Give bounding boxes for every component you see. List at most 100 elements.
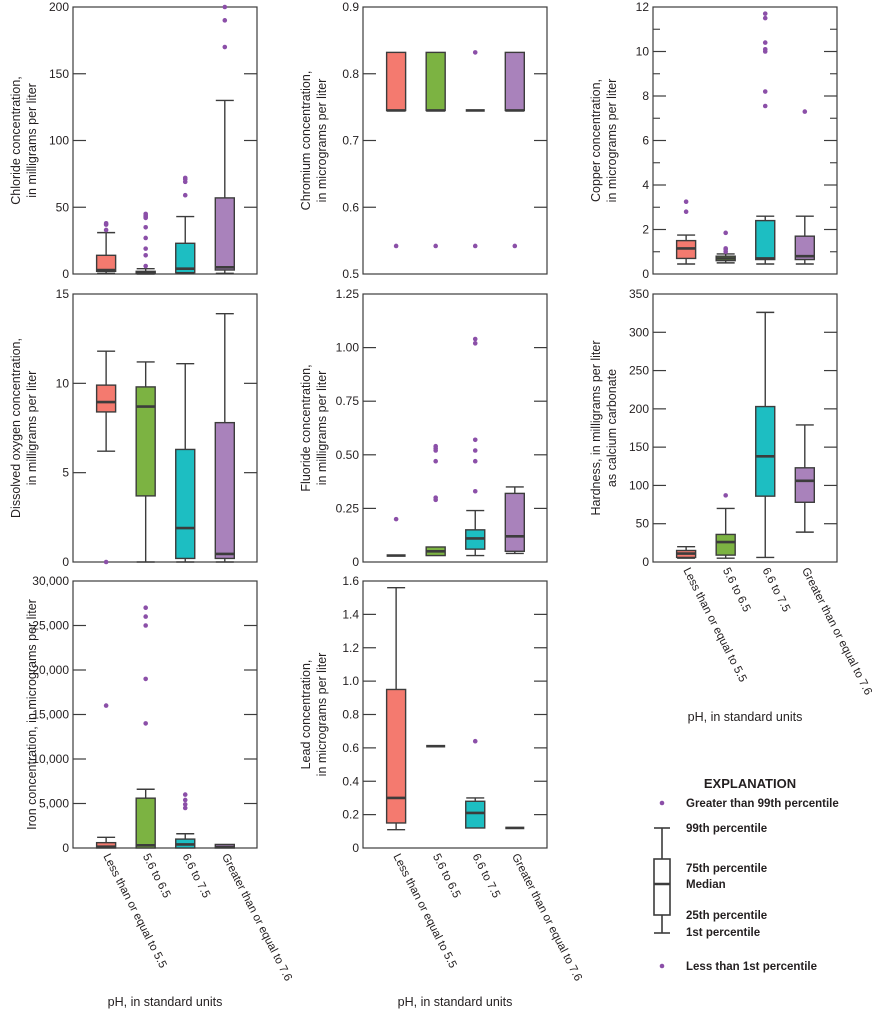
legend-p25-label: 25th percentile: [686, 910, 767, 922]
y-tick-label: 0.25: [336, 501, 360, 515]
y-axis-label: Lead concentration,: [299, 660, 313, 770]
y-tick-label: 50: [636, 517, 650, 531]
outlier-point: [182, 797, 188, 803]
y-tick-label: 0.2: [342, 808, 359, 822]
box-1: [135, 211, 156, 275]
y-tick-label: 0.8: [342, 708, 359, 722]
outlier-point: [143, 263, 148, 269]
outlier-point: [472, 341, 478, 346]
y-tick-label: 0: [62, 841, 69, 855]
y-axis-label: Chromium concentration,: [299, 71, 313, 211]
legend-less-1-marker: [659, 963, 665, 969]
y-axis-label: in micrograms per liter: [605, 79, 619, 203]
outlier-point: [472, 738, 478, 744]
panel-iron: 0 5,000 10,000 15,000 20,000 25,000 30,000 Iron…: [25, 574, 294, 1009]
outlier-point: [433, 243, 438, 249]
outlier-point: [472, 458, 478, 464]
y-tick-label: 300: [629, 325, 649, 339]
box-2: [175, 175, 196, 275]
plot-frame: [72, 580, 258, 849]
outlier-point: [683, 199, 689, 204]
iqr-box: [385, 688, 407, 824]
iqr-box: [794, 235, 815, 261]
y-tick-label: 10: [636, 45, 650, 59]
y-tick-label: 100: [629, 478, 649, 492]
box-2: [755, 11, 776, 265]
y-tick-label: 25,000: [32, 619, 69, 633]
y-tick-label: 2: [642, 223, 649, 237]
category-label: 6.6 to 7.5: [180, 852, 212, 900]
box-1: [425, 51, 446, 249]
outlier-point: [143, 623, 148, 628]
outlier-point: [472, 336, 478, 342]
y-tick-label: 150: [629, 440, 649, 454]
box-2: [175, 792, 196, 849]
category-label: Greater than or equal to 7.6: [219, 852, 294, 983]
outlier-point: [762, 40, 768, 45]
legend-median-label: Median: [686, 879, 726, 891]
box-1: [425, 443, 446, 557]
plot-frame: [72, 293, 258, 563]
box-2: [755, 311, 776, 559]
legend-box: [653, 858, 671, 916]
outlier-point: [103, 559, 109, 565]
outlier-point: [472, 50, 478, 55]
box-1: [135, 605, 156, 849]
y-tick-label: 20,000: [32, 663, 69, 677]
y-tick-label: 100: [49, 134, 69, 148]
category-label: 5.6 to 6.5: [140, 852, 172, 900]
plot-frame: [652, 293, 838, 563]
y-tick-label: 30,000: [32, 574, 69, 588]
outlier-point: [182, 192, 188, 198]
category-label: Greater than or equal to 7.6: [509, 852, 584, 983]
box-3: [214, 4, 236, 275]
y-tick-label: 1.6: [342, 574, 359, 588]
y-tick-label: 1.4: [342, 607, 359, 621]
box-3: [504, 51, 525, 249]
outlier-point: [802, 109, 808, 114]
outlier-point: [723, 493, 728, 498]
legend-title: EXPLANATION: [704, 776, 796, 791]
outlier-point: [143, 224, 148, 230]
y-tick-label: 0.7: [342, 134, 359, 148]
y-tick-label: 8: [642, 89, 649, 103]
iqr-box: [755, 219, 776, 261]
y-tick-label: 5,000: [39, 797, 69, 811]
y-tick-label: 200: [629, 402, 649, 416]
iqr-box: [175, 448, 196, 560]
box-0: [386, 516, 406, 557]
y-tick-label: 10,000: [32, 752, 69, 766]
box-2: [175, 362, 196, 563]
outlier-point: [143, 676, 148, 682]
y-axis-label: in milligrams per liter: [315, 371, 329, 486]
box-3: [214, 312, 236, 563]
iqr-box: [385, 51, 407, 112]
outlier-point: [143, 246, 148, 251]
outlier-point: [762, 15, 768, 21]
outlier-point: [433, 443, 438, 449]
y-axis-label: in micrograms per liter: [315, 653, 329, 777]
y-tick-label: 10: [56, 376, 70, 390]
y-tick-label: 0: [352, 841, 359, 855]
y-tick-label: 50: [56, 200, 70, 214]
box-2: [465, 336, 486, 557]
panel-dissolved-oxygen: 0 5 10 15 Dissolved oxygen concentration, in …: [9, 287, 258, 569]
outlier-point: [143, 253, 148, 258]
y-tick-label: 0: [352, 555, 359, 569]
category-label: 5.6 to 6.5: [720, 566, 752, 614]
y-tick-label: 1.2: [342, 641, 359, 655]
panel-copper: 0 2 4 6 8 10 12 Copper concentration, in microgr…: [589, 0, 838, 281]
iqr-box: [504, 492, 525, 552]
iqr-box: [715, 533, 736, 556]
plot-frame: [652, 6, 838, 275]
iqr-box: [794, 467, 815, 503]
y-tick-label: 15,000: [32, 708, 69, 722]
outlier-point: [393, 516, 399, 522]
box-2: [465, 738, 486, 829]
box-0: [95, 220, 117, 275]
panel-hardness: 0 50 100 150 200 250 300 350 Hardness, in millig…: [589, 287, 874, 724]
y-tick-label: 0.6: [342, 200, 359, 214]
y-tick-label: 250: [629, 364, 649, 378]
iqr-box: [175, 242, 196, 274]
